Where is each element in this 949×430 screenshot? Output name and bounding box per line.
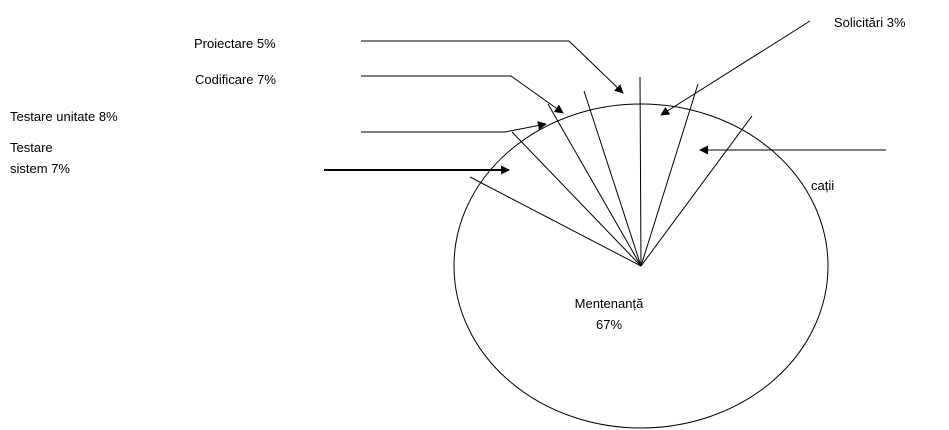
label-mentenanta-line2: 67%: [596, 317, 622, 332]
slice-separator: [639, 76, 642, 267]
label-solicitari: Solicitări 3%: [834, 15, 906, 30]
slice-separator: [640, 83, 699, 267]
pie-slice-separators: [469, 76, 753, 267]
leader-line-proiectare: [361, 40, 624, 94]
label-mentenanta-line1: Mentenanță: [575, 296, 644, 311]
slice-separator: [640, 115, 753, 267]
label-catii: cații: [811, 178, 834, 193]
slice-separator: [583, 90, 642, 267]
slice-separator: [547, 103, 642, 267]
label-testare-unitate: Testare unitate 8%: [10, 109, 118, 124]
slice-separator: [469, 176, 642, 267]
label-testare-sistem-line2: sistem 7%: [10, 161, 70, 176]
slice-separator: [511, 131, 642, 267]
leader-line-codificare: [361, 75, 564, 114]
leader-line-testare-unitate: [361, 121, 547, 133]
label-testare-sistem-line1: Testare: [10, 140, 53, 155]
label-codificare: Codificare 7%: [195, 72, 276, 87]
label-proiectare: Proiectare 5%: [194, 36, 276, 51]
leader-lines: [324, 20, 886, 175]
leader-line-solicitari: [660, 20, 811, 116]
